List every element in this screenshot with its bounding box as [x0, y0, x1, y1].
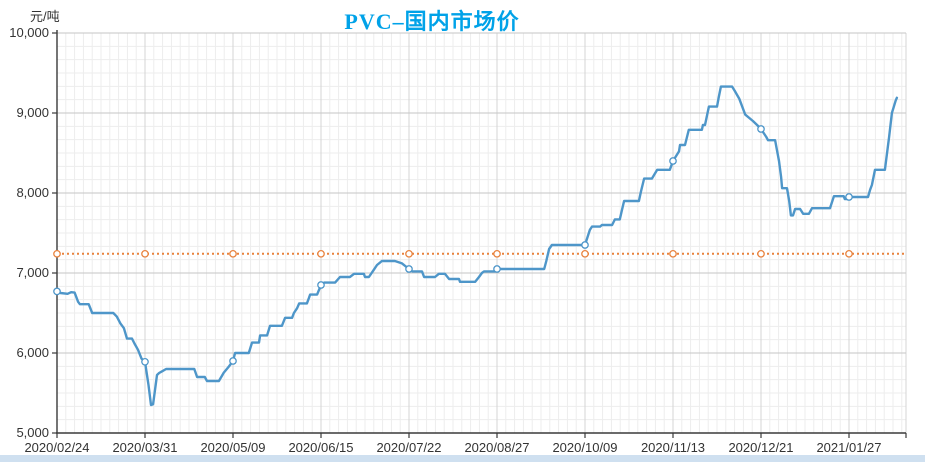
x-axis-tick-label: 2020/11/13 [641, 440, 705, 455]
x-axis-tick-label: 2020/10/09 [552, 440, 617, 455]
reference-line-marker [141, 249, 149, 258]
x-axis-tick-label: 2020/03/31 [112, 440, 177, 455]
price-line-marker [757, 125, 765, 133]
y-axis-tick-label: 7,000 [16, 265, 49, 280]
y-axis-tick-label: 9,000 [16, 105, 49, 120]
price-line-marker [141, 357, 149, 366]
y-axis-unit-label: 元/吨 [30, 9, 60, 24]
reference-line-marker [53, 249, 61, 258]
price-line [55, 85, 899, 407]
price-line-marker [53, 287, 61, 296]
x-axis-tick-label: 2020/08/27 [464, 440, 529, 455]
horizontal-scrollbar[interactable] [0, 455, 925, 462]
x-axis-tick-label: 2020/12/21 [728, 440, 793, 455]
reference-line-marker [317, 249, 325, 258]
price-line-marker [845, 193, 853, 201]
price-line-marker [669, 157, 677, 165]
reference-line-marker [757, 249, 765, 258]
price-line-marker [581, 241, 589, 249]
price-line-marker [493, 265, 501, 273]
reference-line-marker [581, 249, 589, 258]
reference-line-marker [493, 249, 501, 258]
x-axis-tick-label: 2020/05/09 [200, 440, 265, 455]
y-axis-tick-label: 10,000 [9, 25, 49, 40]
y-axis-tick-label: 8,000 [16, 185, 49, 200]
x-axis-tick-label: 2020/02/24 [24, 440, 89, 455]
y-axis-tick-label: 5,000 [16, 425, 49, 440]
price-line-marker [229, 357, 237, 365]
reference-line-marker [229, 249, 237, 258]
reference-line-marker [845, 249, 853, 258]
x-axis-tick-label: 2020/06/15 [288, 440, 353, 455]
y-axis-tick-label: 6,000 [16, 345, 49, 360]
reference-line-marker [405, 249, 413, 258]
reference-line-marker [669, 249, 677, 258]
chart-title: PVC–国内市场价 [344, 9, 520, 34]
price-line-marker [317, 281, 325, 289]
x-axis-tick-label: 2020/07/22 [376, 440, 441, 455]
price-line-marker [405, 265, 413, 273]
x-axis-tick-label: 2021/01/27 [816, 440, 881, 455]
